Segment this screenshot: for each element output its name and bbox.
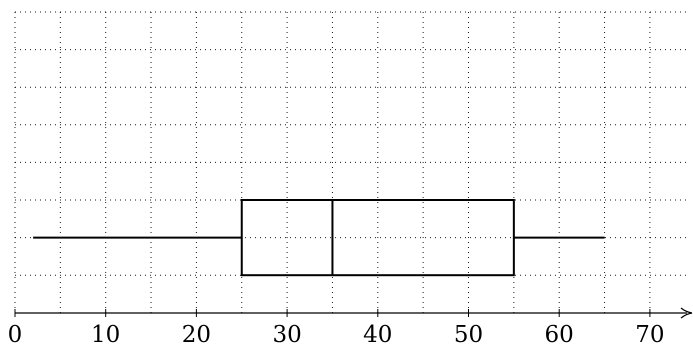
x-tick-label: 40 [363, 322, 392, 348]
grid [14, 11, 686, 313]
interquartile-box [240, 199, 515, 277]
x-tick-label: 30 [272, 322, 301, 348]
x-tick-label: 70 [635, 322, 664, 348]
x-axis: 0 10 20 30 40 50 60 70 [8, 307, 693, 348]
box-plot [33, 199, 605, 277]
x-tick-label: 0 [8, 322, 23, 348]
x-tick-label: 60 [545, 322, 574, 348]
x-axis-arrow-icon [680, 307, 693, 319]
x-tick-label: 10 [91, 322, 120, 348]
x-tick-label: 20 [182, 322, 211, 348]
x-tick-label: 50 [454, 322, 483, 348]
